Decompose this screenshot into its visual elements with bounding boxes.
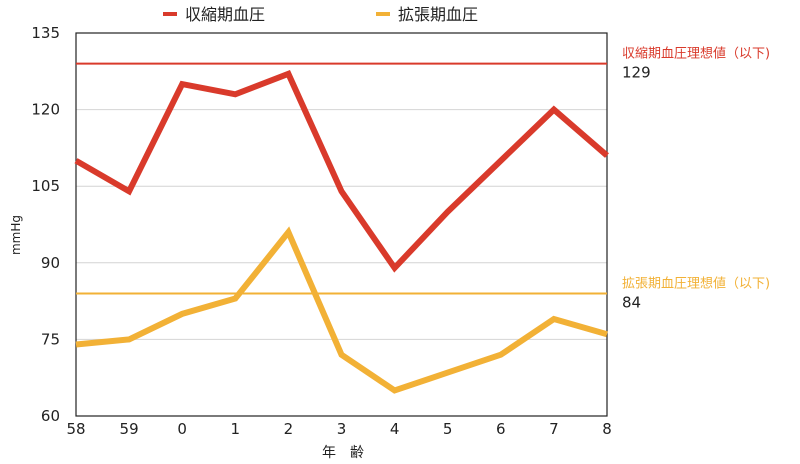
y-tick-label: 75 — [41, 330, 60, 348]
series-line — [75, 226, 608, 394]
reference-lines: 収縮期血圧理想値（以下) 129 拡張期血圧理想値（以下) 84 — [76, 46, 770, 311]
y-axis-ticks: 60 75 90 105 120 135 — [31, 24, 60, 425]
x-axis-label: 年 齢 — [322, 445, 364, 461]
reference-line-label: 拡張期血圧理想値（以下) — [622, 275, 770, 291]
x-tick-label: 6 — [496, 420, 506, 438]
x-tick-label: 0 — [177, 420, 187, 438]
x-tick-label: 58 — [66, 420, 85, 438]
x-tick-label: 1 — [231, 420, 241, 438]
y-tick-label: 90 — [41, 254, 60, 272]
legend-label: 収縮期血圧 — [185, 5, 265, 24]
y-tick-label: 60 — [41, 407, 60, 425]
series-lines — [74, 70, 609, 394]
reference-line-value: 129 — [622, 64, 651, 82]
x-tick-label: 59 — [120, 420, 139, 438]
y-axis-label: mmHg — [9, 215, 23, 255]
legend: 収縮期血圧 拡張期血圧 — [163, 5, 478, 24]
series-line — [74, 70, 609, 273]
x-tick-label: 8 — [602, 420, 612, 438]
y-tick-label: 105 — [31, 177, 60, 195]
plot-area-frame — [75, 32, 608, 417]
x-tick-label: 5 — [443, 420, 453, 438]
reference-line-value: 84 — [622, 293, 641, 311]
y-tick-label: 135 — [31, 24, 60, 42]
legend-label: 拡張期血圧 — [398, 5, 478, 24]
x-tick-label: 4 — [390, 420, 400, 438]
reference-line-label: 収縮期血圧理想値（以下) — [622, 46, 770, 62]
y-tick-label: 120 — [31, 101, 60, 119]
x-tick-label: 2 — [284, 420, 294, 438]
x-tick-label: 3 — [337, 420, 347, 438]
x-axis-ticks: 58 59 0 1 2 3 4 5 6 7 8 — [66, 420, 611, 438]
x-tick-label: 7 — [549, 420, 559, 438]
